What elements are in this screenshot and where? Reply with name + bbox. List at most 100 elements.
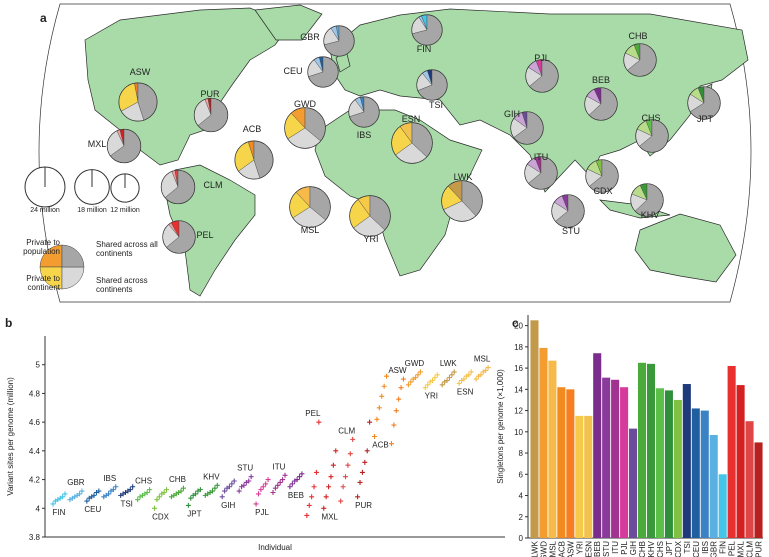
data-point	[408, 379, 414, 385]
bar	[566, 389, 575, 538]
pie-outline	[525, 59, 559, 93]
x-tick-label: PJL	[620, 540, 629, 554]
data-point	[222, 488, 228, 494]
legend-label: Private to population	[23, 238, 60, 256]
y-tick-label: 4	[36, 504, 41, 513]
pie-label: LWK	[454, 172, 473, 182]
series-label: GBR	[67, 478, 85, 487]
data-point	[451, 369, 457, 375]
pie-outline	[551, 194, 585, 228]
pie-outline	[584, 87, 618, 121]
pie-label: TSI	[429, 100, 443, 110]
x-tick-label: MXL	[737, 540, 746, 557]
data-point	[381, 383, 387, 389]
x-tick-label: CLM	[746, 541, 755, 557]
pie-outline	[441, 180, 483, 222]
pie-label: GWD	[294, 99, 316, 109]
series-label: TSI	[120, 499, 132, 508]
pie-label: IBS	[357, 130, 372, 140]
data-point	[449, 372, 455, 378]
pie-label: KHV	[641, 210, 660, 220]
data-point	[316, 419, 322, 425]
size-legend-label: 12 million	[110, 207, 140, 214]
bar	[691, 408, 700, 538]
legend-wedge	[61, 244, 85, 268]
x-tick-label: CHS	[656, 541, 665, 557]
data-point	[226, 484, 232, 490]
data-point	[50, 501, 56, 507]
data-point	[359, 469, 365, 475]
data-point	[439, 382, 445, 388]
x-tick-label: BEB	[593, 541, 602, 557]
y-tick-label: 8	[519, 449, 524, 458]
data-point	[328, 474, 334, 480]
pie-label: PEL	[196, 230, 213, 240]
bar	[637, 362, 647, 538]
pie-label: MSL	[301, 225, 320, 235]
bar	[539, 347, 548, 538]
bar	[736, 385, 745, 538]
series-label: CHS	[135, 477, 152, 486]
data-point	[164, 487, 170, 493]
bar	[700, 410, 709, 538]
x-tick-label: PUR	[755, 541, 764, 557]
pie-outline	[162, 220, 196, 254]
data-point	[483, 367, 489, 373]
data-point	[313, 469, 319, 475]
data-point	[253, 501, 259, 507]
data-point	[422, 385, 428, 391]
data-point	[255, 491, 261, 497]
bar	[754, 442, 763, 538]
data-point	[473, 376, 479, 382]
data-point	[478, 372, 484, 378]
x-tick-label: MSL	[548, 540, 557, 557]
data-point	[309, 494, 315, 500]
legend-wedge	[39, 266, 63, 290]
data-point	[212, 485, 218, 491]
data-point	[326, 484, 332, 490]
pie-outline	[416, 69, 448, 101]
x-tick-label: IBS	[701, 541, 710, 554]
data-point	[147, 487, 153, 493]
data-point	[263, 481, 269, 487]
land	[634, 213, 737, 283]
bar	[629, 428, 638, 538]
pie-outline	[510, 111, 544, 145]
data-point	[405, 382, 411, 388]
x-tick-label: ACB	[557, 541, 566, 557]
bar	[664, 390, 673, 538]
pie-outline	[348, 96, 380, 128]
pie-label: JPT	[697, 114, 714, 124]
data-point	[330, 462, 336, 468]
legend-label: Private to continent	[26, 274, 60, 292]
data-point	[236, 488, 242, 494]
pie-outline	[630, 183, 664, 217]
data-point	[425, 382, 431, 388]
pie-label: CHS	[641, 113, 660, 123]
series-label: ESN	[457, 387, 474, 396]
data-point	[277, 479, 283, 485]
series-label: CEU	[84, 505, 101, 514]
data-point	[79, 488, 85, 494]
y-tick-label: 10	[514, 428, 523, 437]
data-point	[357, 479, 363, 485]
pie-label: CDX	[593, 186, 612, 196]
data-point	[297, 474, 303, 480]
series-label: ITU	[273, 462, 286, 471]
data-point	[127, 487, 133, 493]
bar	[673, 399, 682, 538]
x-axis-label: Individual	[258, 543, 292, 552]
data-point	[466, 372, 472, 378]
series-label: LWK	[440, 359, 457, 368]
series-label: CLM	[338, 426, 355, 435]
series-label: BEB	[288, 491, 304, 500]
data-point	[417, 369, 423, 375]
data-point	[321, 505, 327, 511]
pie-label: BEB	[592, 75, 610, 85]
y-tick-label: 4.8	[29, 389, 41, 398]
pie-label: ITU	[534, 152, 549, 162]
data-point	[135, 497, 141, 503]
data-point	[178, 488, 184, 494]
